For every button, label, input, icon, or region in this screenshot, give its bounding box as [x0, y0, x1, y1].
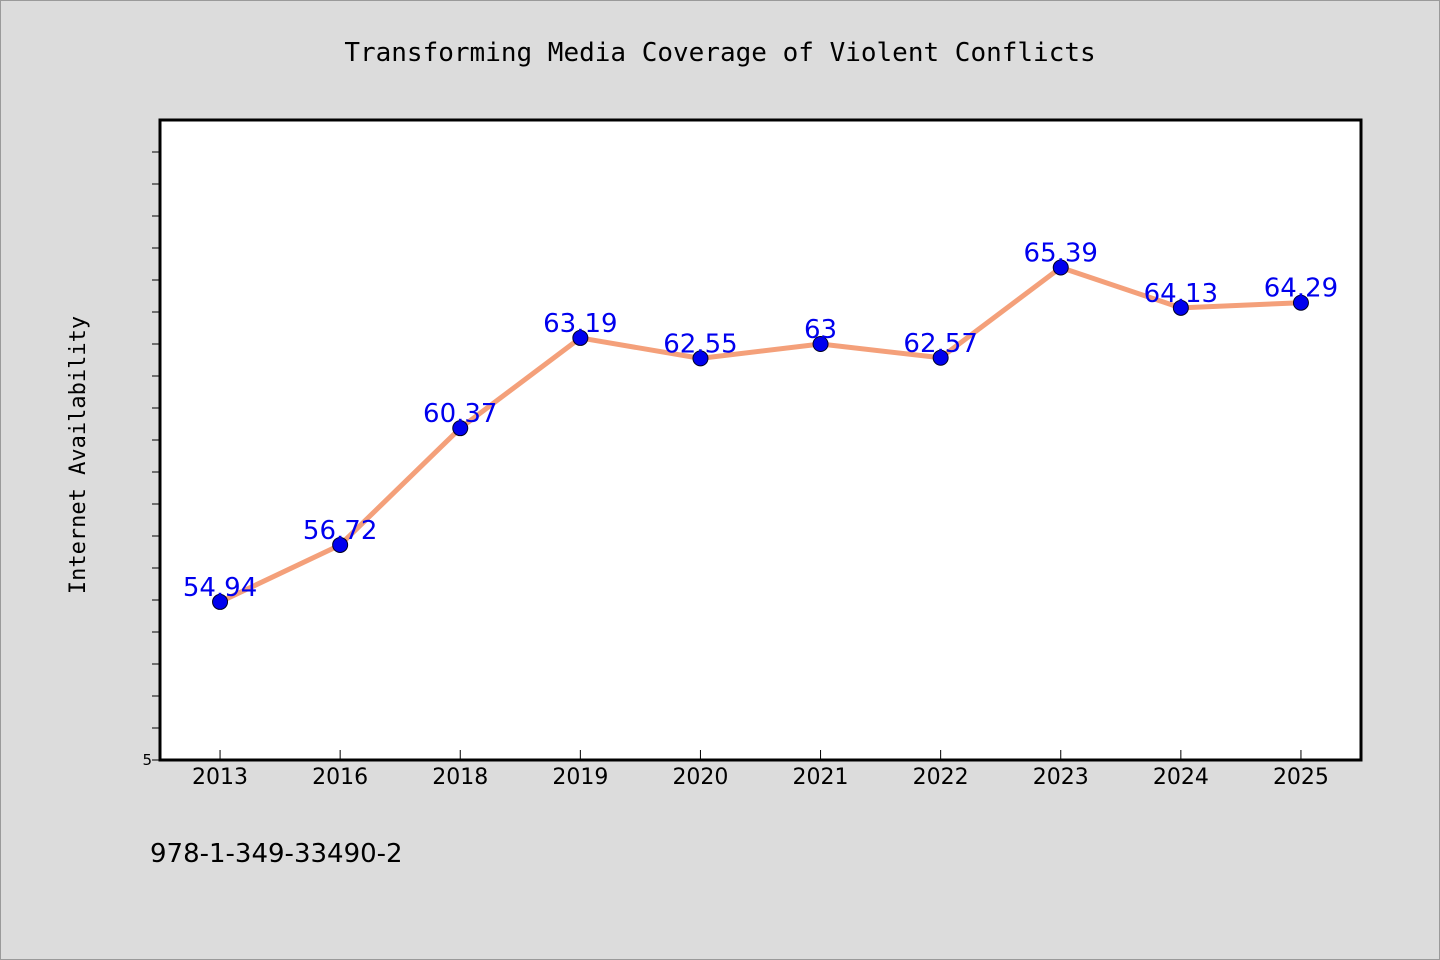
chart-title: Transforming Media Coverage of Violent C…: [344, 38, 1095, 68]
data-label: 54.94: [183, 573, 257, 603]
plot-area: [158, 118, 1363, 762]
data-point: [212, 593, 229, 610]
data-label: 64.29: [1264, 274, 1338, 304]
series-markers: [212, 259, 1309, 610]
data-point: [1172, 299, 1189, 316]
data-label: 62.57: [903, 329, 977, 359]
data-label: 63.19: [543, 309, 617, 339]
data-label: 64.13: [1144, 279, 1218, 309]
data-label: 63: [804, 315, 837, 345]
x-tick-label: 2025: [1273, 765, 1329, 790]
x-axis-tick-labels: 2013 2016 2018 2019 2020 2021 2022 2023 2024 2025: [192, 765, 1329, 790]
y-axis-ticks: [152, 151, 160, 761]
x-tick-label: 2022: [913, 765, 969, 790]
data-point: [932, 349, 949, 366]
x-tick-label: 2023: [1033, 765, 1089, 790]
data-label: 65.39: [1024, 239, 1098, 269]
data-point: [812, 336, 829, 352]
y-tick-label: 5: [142, 751, 152, 769]
x-tick-label: 2016: [312, 765, 368, 790]
data-label: 62.55: [663, 329, 737, 359]
series-line: [217, 265, 1304, 605]
x-tick-label: 2018: [432, 765, 488, 790]
footer-isbn: 978-1-349-33490-2: [150, 839, 403, 869]
series-data-labels: 54.94 56.72 60.37 63.19 62.55 63 62.57 65.39 64.…: [183, 239, 1338, 603]
x-tick-label: 2021: [793, 765, 849, 790]
data-point: [332, 536, 349, 553]
y-axis-tick-labels: 5: [142, 751, 152, 769]
data-label: 60.37: [423, 399, 497, 429]
x-tick-label: 2013: [192, 765, 248, 790]
x-axis-ticks: [219, 750, 1302, 760]
data-label: 56.72: [303, 516, 377, 546]
y-axis-label: Internet Availability: [66, 316, 91, 594]
data-point: [692, 350, 709, 367]
x-tick-label: 2024: [1153, 765, 1209, 790]
data-point: [572, 329, 589, 346]
series-lines: [217, 265, 1304, 605]
data-point: [1292, 294, 1309, 311]
data-point: [1052, 259, 1069, 276]
x-tick-label: 2020: [672, 765, 728, 790]
data-point: [452, 420, 469, 437]
x-tick-label: 2019: [552, 765, 608, 790]
